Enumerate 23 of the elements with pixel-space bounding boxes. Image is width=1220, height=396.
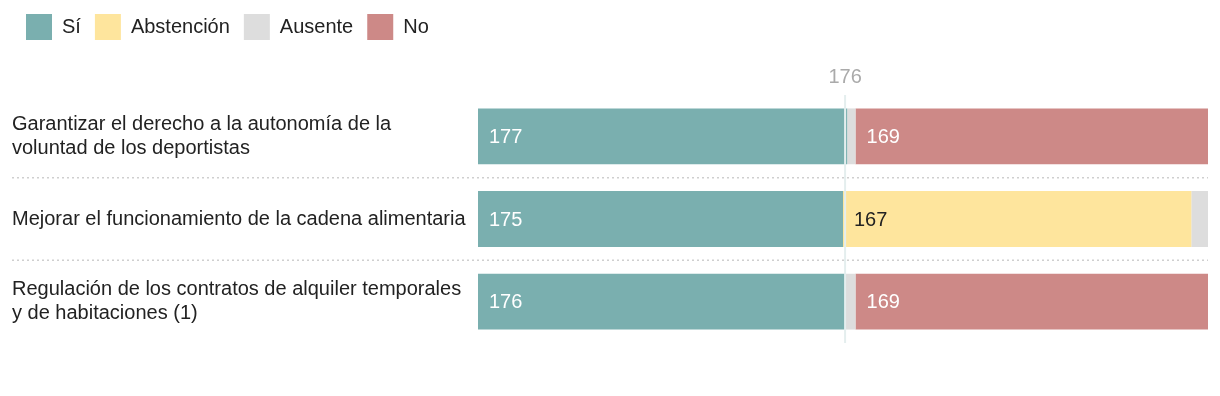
data-label: 177	[489, 124, 523, 147]
y-tick-label: Garantizar el derecho a la autonomía de la voluntad de los deportistas	[12, 111, 392, 158]
bar	[478, 191, 843, 247]
bar	[855, 273, 1208, 330]
data-label: 169	[866, 124, 900, 147]
bar	[847, 108, 856, 165]
bar	[1191, 191, 1208, 247]
data-label: 169	[866, 290, 900, 313]
ref-line-label: 176	[828, 64, 862, 87]
bar	[845, 273, 856, 330]
y-tick-label: Regulación de los contratos de alquiler temporales y de habitaciones (1)	[12, 277, 462, 324]
bar	[478, 273, 846, 330]
legend-label: Sí	[62, 14, 82, 37]
legend-label: Abstención	[130, 14, 230, 37]
legend-label: Ausente	[279, 14, 354, 37]
bar	[478, 108, 848, 165]
data-label: 167	[854, 207, 888, 230]
data-label: 176	[489, 290, 523, 313]
legend-label: No	[403, 14, 429, 37]
bar	[843, 191, 1192, 247]
bar	[855, 108, 1208, 165]
data-label: 175	[489, 207, 523, 230]
y-tick-label: Mejorar el funcionamiento de la cadena alimentaria	[12, 206, 467, 229]
